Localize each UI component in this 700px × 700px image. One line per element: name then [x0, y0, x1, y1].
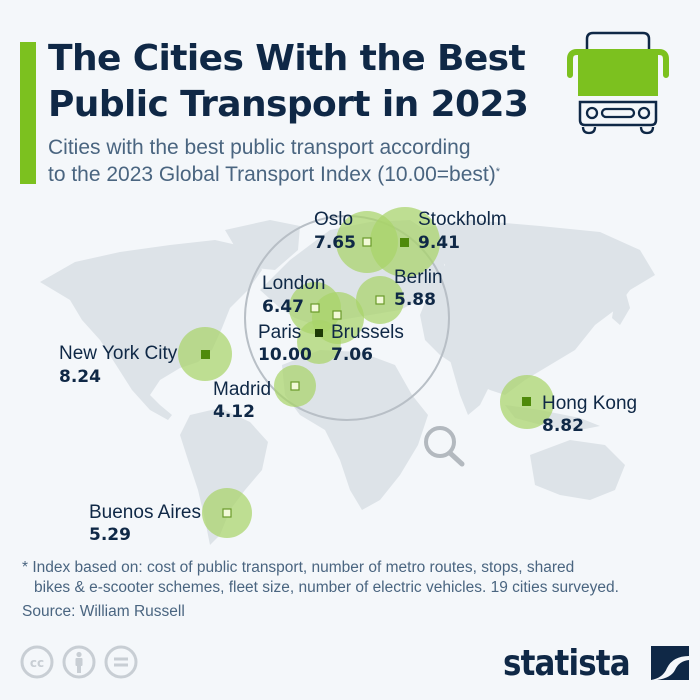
- subtitle-line-1: Cities with the best public transport ac…: [48, 136, 471, 159]
- footnote-line-1: * Index based on: cost of public transpo…: [22, 559, 575, 576]
- continents: [40, 220, 655, 545]
- city-markers: [201, 237, 531, 518]
- cc-icon[interactable]: cc: [20, 645, 54, 679]
- city-value-oslo: 7.65: [314, 233, 356, 253]
- subtitle: Cities with the best public transport ac…: [48, 134, 588, 188]
- city-name-new-york: New York City: [59, 343, 178, 364]
- city-value-stockholm: 9.41: [418, 233, 460, 253]
- city-name-brussels: Brussels: [331, 322, 404, 343]
- marker-paris: [315, 329, 323, 337]
- magnifier-icon[interactable]: [424, 426, 465, 467]
- land-australia: [530, 440, 625, 500]
- statista-logo-text: statista: [503, 642, 631, 684]
- page-title: The Cities With the Best Public Transpor…: [48, 36, 558, 128]
- city-name-madrid: Madrid: [213, 379, 272, 400]
- statista-logo-mark-icon: [651, 646, 689, 680]
- license-icons: cc: [20, 645, 138, 679]
- world-map-land: [40, 207, 655, 545]
- europe-zoom-circle: [244, 215, 450, 421]
- statista-logo[interactable]: statista: [503, 640, 689, 686]
- subtitle-line-2: to the 2023 Global Transport Index (10.0…: [48, 163, 496, 186]
- marker-berlin: [375, 295, 385, 305]
- land-japan: [612, 290, 630, 325]
- marker-oslo: [362, 237, 372, 247]
- marker-buenos-aires: [222, 508, 232, 518]
- city-value-brussels: 7.06: [331, 345, 373, 365]
- city-value-london: 6.47: [262, 297, 304, 317]
- bus-icon: [567, 31, 669, 135]
- land-south-america: [180, 408, 268, 545]
- city-name-oslo: Oslo: [314, 209, 354, 230]
- marker-london: [310, 303, 320, 313]
- city-name-stockholm: Stockholm: [418, 209, 507, 230]
- footnote-line-2: bikes & e-scooter schemes, fleet size, n…: [34, 579, 619, 596]
- marker-new-york: [201, 350, 210, 359]
- bubble-paris: [297, 320, 341, 364]
- footnote: * Index based on: cost of public transpo…: [22, 558, 692, 598]
- city-value-buenos-aires: 5.29: [89, 525, 131, 545]
- city-value-hong-kong: 8.82: [542, 416, 584, 436]
- land-asia: [410, 220, 655, 395]
- marker-brussels: [332, 310, 342, 320]
- city-value-new-york: 8.24: [59, 367, 101, 387]
- land-africa: [282, 350, 428, 510]
- marker-stockholm: [400, 238, 409, 247]
- city-name-paris: Paris: [258, 322, 302, 343]
- marker-madrid: [290, 381, 300, 391]
- city-value-berlin: 5.88: [394, 290, 436, 310]
- title-line-2: Public Transport in 2023: [48, 84, 529, 125]
- accent-bar: [20, 42, 36, 184]
- land-greenland: [225, 220, 300, 270]
- city-value-paris: 10.00: [258, 345, 312, 365]
- world-map: Oslo 7.65 Stockholm 9.41 London 6.47 Ber…: [0, 190, 700, 550]
- land-north-america: [40, 240, 262, 420]
- city-name-buenos-aires: Buenos Aires: [89, 502, 201, 523]
- city-name-hong-kong: Hong Kong: [542, 393, 638, 414]
- svg-text:cc: cc: [30, 656, 44, 670]
- marker-hong-kong: [522, 397, 531, 406]
- land-india: [450, 358, 495, 415]
- city-name-berlin: Berlin: [394, 267, 443, 288]
- title-line-1: The Cities With the Best: [48, 38, 526, 79]
- source-text: Source: William Russell: [22, 603, 185, 620]
- no-derivatives-icon[interactable]: [104, 645, 138, 679]
- subtitle-footnote-mark: *: [495, 166, 500, 178]
- city-value-madrid: 4.12: [213, 402, 255, 422]
- attribution-icon[interactable]: [62, 645, 96, 679]
- city-name-london: London: [262, 273, 326, 294]
